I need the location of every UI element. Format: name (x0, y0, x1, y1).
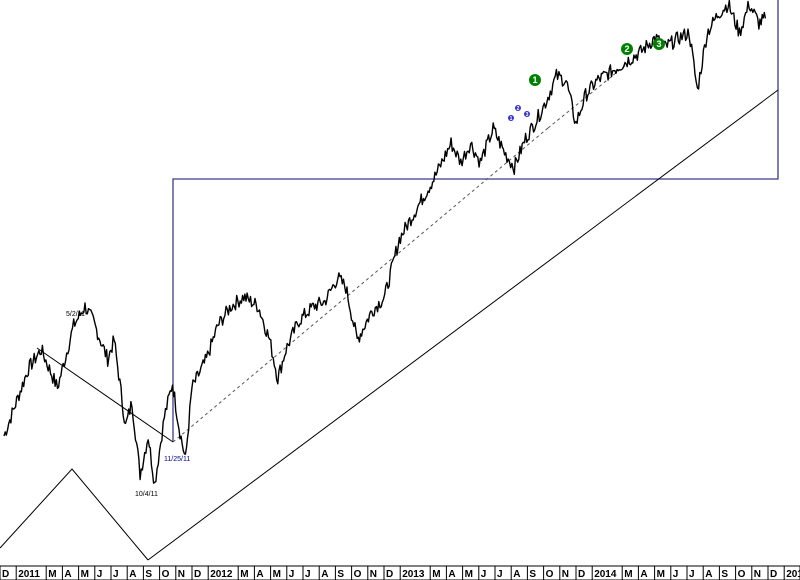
wave-badge (529, 74, 541, 86)
sub-wave-badge (515, 105, 521, 111)
x-tick-label: S (337, 569, 344, 580)
sub-wave-badge-label: 2 (517, 106, 520, 112)
wave-badge (653, 38, 665, 50)
x-tick-label: A (64, 569, 71, 580)
price-line (3, 0, 767, 484)
x-tick-label: M (624, 569, 632, 580)
overlay-lines (0, 0, 779, 561)
x-tick-label: O (738, 569, 746, 580)
x-tick-label: M (657, 569, 665, 580)
x-tick-label: A (321, 569, 328, 580)
x-tick-label: O (546, 569, 554, 580)
sub-wave-badge-label: 3 (526, 112, 529, 118)
wave-badge-label: 3 (656, 39, 661, 49)
x-tick-label: A (448, 569, 455, 580)
x-tick-label: 2013 (402, 569, 425, 580)
x-tick-label: M (273, 569, 281, 580)
x-tick-label: S (145, 569, 152, 580)
x-tick-label: O (162, 569, 170, 580)
annotation-label: 5/2/11 (66, 311, 85, 318)
x-tick-label: A (256, 569, 263, 580)
x-tick-label: O (354, 569, 362, 580)
x-tick-label: M (81, 569, 89, 580)
x-tick-label: D (2, 569, 9, 580)
x-tick-label: M (432, 569, 440, 580)
x-tick-label: D (386, 569, 393, 580)
dashed-trendline-extension (547, 59, 633, 129)
x-tick-label: A (705, 569, 712, 580)
x-tick-label: N (178, 569, 185, 580)
annotation-label: 11/25/11 (164, 456, 190, 463)
wave-badge-label: 2 (624, 44, 629, 54)
x-tick-label: S (529, 569, 536, 580)
sub-wave-badge (508, 115, 514, 121)
x-tick-label: 2012 (210, 569, 233, 580)
x-tick-label: J (497, 569, 503, 580)
x-tick-label: D (578, 569, 585, 580)
x-tick-label: N (562, 569, 569, 580)
x-tick-label: J (289, 569, 295, 580)
x-tick-label: M (465, 569, 473, 580)
zigzag-line (0, 468, 149, 561)
x-tick-label: J (481, 569, 487, 580)
sub-wave-badge (524, 111, 530, 117)
x-tick-label: A (129, 569, 136, 580)
x-tick-label: 2011 (18, 569, 40, 580)
price-series (3, 0, 767, 484)
x-tick-label: J (97, 569, 103, 580)
x-tick-label: J (673, 569, 679, 580)
sub-wave-badge-label: 1 (510, 116, 513, 122)
wave-badge-label: 1 (532, 75, 537, 85)
x-tick-label: N (754, 569, 761, 580)
x-tick-label: J (689, 569, 695, 580)
long-trendline (147, 89, 779, 561)
x-tick-label: M (48, 569, 56, 580)
x-tick-label: 2015 (786, 569, 800, 580)
x-tick-label: A (640, 569, 647, 580)
x-tick-label: J (113, 569, 119, 580)
downtrend-line (36, 347, 174, 443)
box-outline (172, 0, 779, 442)
wave-badge (621, 43, 633, 55)
x-tick-label: J (305, 569, 311, 580)
x-axis: D 2011 M A M J J A S O N D 2012 M A M J J A S O N D 2013 M A M J J A S… (0, 565, 800, 580)
x-tick-label: S (721, 569, 728, 580)
x-tick-label: A (513, 569, 520, 580)
x-tick-label: D (770, 569, 777, 580)
annotation-label: 10/4/11 (135, 491, 158, 498)
x-tick-label: N (370, 569, 377, 580)
x-tick-label: M (240, 569, 248, 580)
x-tick-label: D (194, 569, 201, 580)
x-tick-label: 2014 (594, 569, 617, 580)
